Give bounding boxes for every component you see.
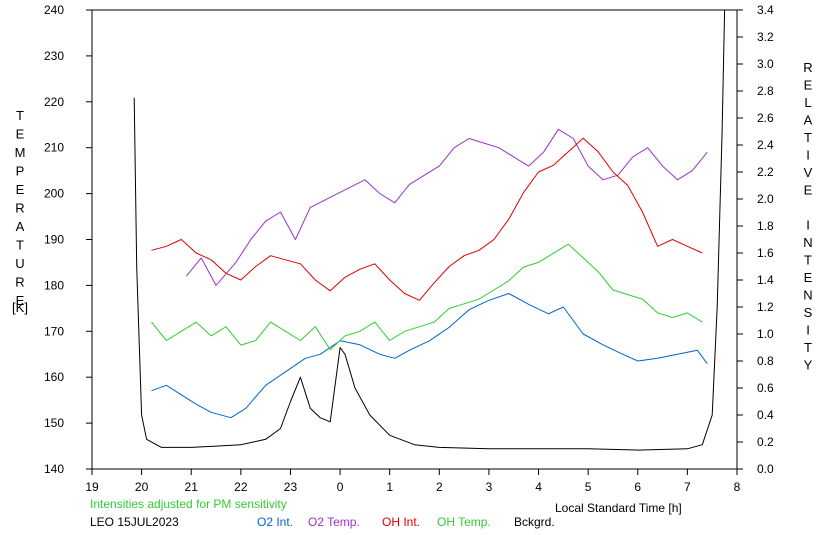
axis-label-letter: T [804,130,812,145]
legend-o2-int: O2 Int. [257,515,293,529]
x-tick-label: 3 [486,480,493,494]
x-tick-label: 8 [734,480,741,494]
left-tick-label: 180 [44,278,64,292]
left-tick-label: 140 [44,462,64,476]
legend-oh-temp: OH Temp. [437,515,491,529]
right-tick-label: 0.4 [757,408,774,422]
x-axis-ticks: 19 20 21 22 23 0 1 2 3 4 5 6 7 8 [85,469,741,494]
axis-label-letter: E [16,293,25,308]
axis-label-letter: N [803,235,812,250]
left-tick-label: 200 [44,187,64,201]
axis-label-letter: I [806,323,810,338]
x-tick-label: 0 [337,480,344,494]
right-tick-label: 1.8 [757,219,774,233]
left-tick-label: 190 [44,233,64,247]
station-text: LEO 15JUL2023 [90,515,179,529]
axis-label-letter: P [16,164,25,179]
axis-label-letter: T [804,253,812,268]
series-layer [133,9,726,451]
x-tick-label: 6 [634,480,641,494]
legend-bckgrd: Bckgrd. [514,515,555,529]
right-tick-label: 3.0 [757,57,774,71]
x-tick-label: 20 [135,480,149,494]
left-tick-label: 170 [44,324,64,338]
axis-label-letter: U [15,256,24,271]
axis-label-letter: Y [804,358,813,373]
right-tick-label: 1.6 [757,246,774,260]
axis-label-letter: I [806,148,810,163]
series-o2-temp-line [185,128,708,286]
axis-label-letter: E [804,270,813,285]
left-tick-label: 240 [44,3,64,17]
right-tick-label: 0.6 [757,381,774,395]
x-tick-label: 23 [284,480,298,494]
left-tick-label: 160 [44,370,64,384]
legend-oh-int: OH Int. [382,515,420,529]
axis-label-letter: I [806,218,810,233]
left-tick-label: 220 [44,95,64,109]
axis-label-letter: N [803,288,812,303]
axis-label-letter: M [15,145,26,160]
axis-label-letter: E [804,183,813,198]
right-tick-label: 2.4 [757,138,774,152]
plot-frame [91,9,738,470]
legend-o2-temp: O2 Temp. [308,515,360,529]
axis-label-letter: A [16,219,25,234]
axis-label-letter: E [16,127,25,142]
axis-label-letter: R [15,201,24,216]
x-tick-label: 21 [185,480,199,494]
series-bckgrd-line [133,9,726,451]
axis-label-letter: L [804,95,811,110]
axis-label-letter: R [803,60,812,75]
x-tick-label: 7 [684,480,691,494]
note-text: Intensities adjusted for PM sensitivity [90,497,287,511]
axis-label-letter: E [16,182,25,197]
right-tick-label: 1.4 [757,273,774,287]
x-axis-label: Local Standard Time [h] [555,501,682,515]
axis-label-letter: V [804,165,813,180]
right-tick-label: 2.6 [757,111,774,125]
right-tick-label: 2.8 [757,84,774,98]
right-tick-label: 2.0 [757,192,774,206]
series-oh-temp-line [151,243,703,351]
axis-label-letter: A [804,113,813,128]
x-tick-label: 2 [436,480,443,494]
x-tick-label: 1 [386,480,393,494]
right-tick-label: 0.8 [757,354,774,368]
right-tick-label: 3.2 [757,30,774,44]
left-tick-label: 230 [44,49,64,63]
axis-label-letter: T [804,340,812,355]
axis-label-letter: T [16,108,24,123]
right-tick-label: 3.4 [757,3,774,17]
right-tick-label: 1.2 [757,300,774,314]
x-tick-label: 22 [234,480,248,494]
right-axis-ticks: 0.0 0.2 0.4 0.6 0.8 1.0 1.2 1.4 1.6 1.8 2.0 2.2 2.4 2… [737,3,774,476]
right-tick-label: 1.0 [757,327,774,341]
axis-label-letter: R [15,275,24,290]
axis-label-letter: S [804,305,813,320]
left-tick-label: 210 [44,141,64,155]
x-tick-label: 5 [585,480,592,494]
x-tick-label: 19 [85,480,99,494]
left-axis-unit: [K] [12,300,28,315]
series-o2-int-line [151,293,708,419]
x-tick-label: 4 [535,480,542,494]
left-tick-label: 150 [44,416,64,430]
right-tick-label: 0.2 [757,435,774,449]
series-oh-int-line [151,137,703,301]
axis-label-letter: T [16,238,24,253]
axis-label-letter: E [804,78,813,93]
right-tick-label: 0.0 [757,462,774,476]
left-axis-ticks: 140 150 160 170 180 190 200 210 220 230 240 [44,3,92,476]
right-tick-label: 2.2 [757,165,774,179]
